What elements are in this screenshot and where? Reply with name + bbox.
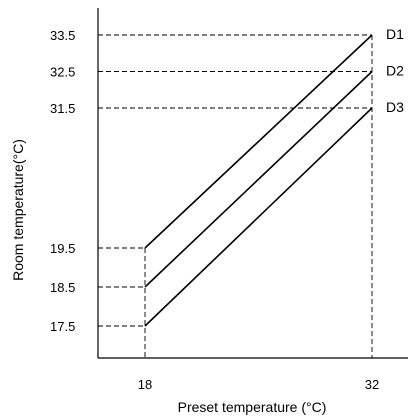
series-labels: D1 D2 D3 [386, 26, 404, 115]
y-tick-label: 32.5 [50, 65, 75, 80]
y-tick-label: 17.5 [50, 319, 75, 334]
y-tick-label: 18.5 [50, 280, 75, 295]
y-tick-label: 31.5 [50, 101, 75, 116]
series-label-d3: D3 [386, 99, 404, 115]
series-line-d2 [144, 70, 373, 288]
y-tick-label: 33.5 [50, 28, 75, 43]
y-axis-label: Room temperature(°C) [10, 139, 26, 281]
y-tick-labels: 17.5 18.5 19.5 31.5 32.5 33.5 [50, 28, 75, 334]
x-tick-label: 18 [138, 377, 152, 392]
x-axis-label: Preset temperature (°C) [178, 399, 327, 415]
series-lines [144, 34, 373, 327]
x-tick-labels: 18 32 [138, 377, 379, 392]
x-tick-label: 32 [365, 377, 379, 392]
series-line-d3 [144, 107, 373, 327]
series-label-d2: D2 [386, 63, 404, 79]
y-tick-label: 19.5 [50, 241, 75, 256]
series-line-d1 [144, 34, 373, 249]
series-label-d1: D1 [386, 26, 404, 42]
dashed-guide-lines [98, 34, 373, 358]
